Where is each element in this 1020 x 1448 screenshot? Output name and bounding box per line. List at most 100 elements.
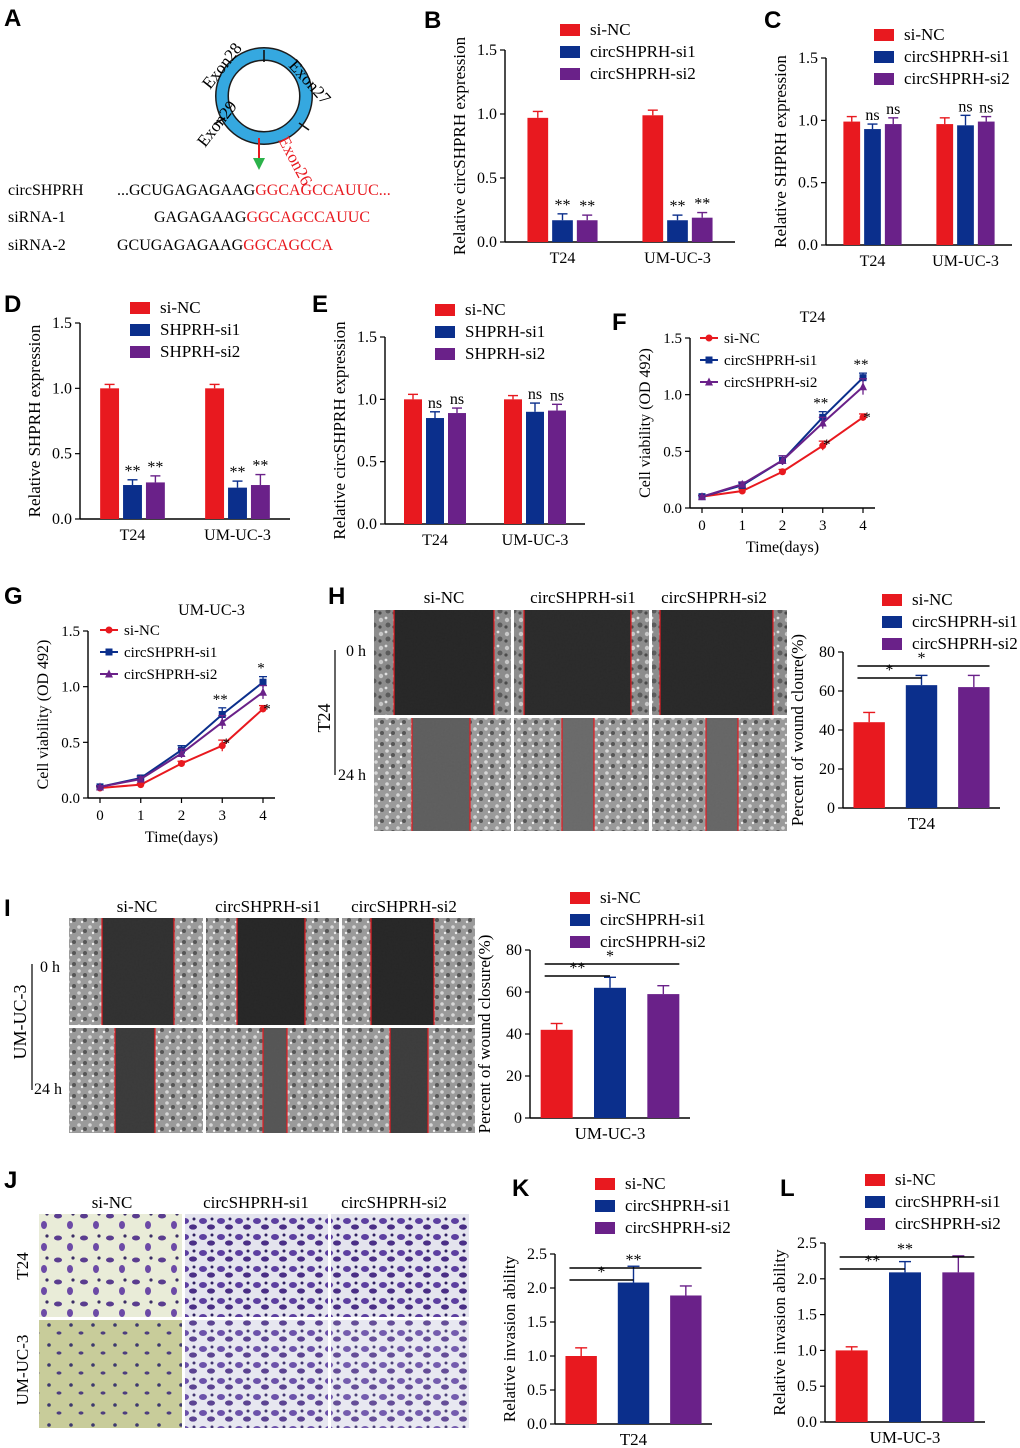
bar: [576, 220, 598, 242]
y-tick-label: 0.5: [477, 170, 497, 187]
bar: [843, 121, 861, 245]
bar: [957, 125, 974, 245]
chart-l: 0.0 0.5 1.0 1.5 2.0 2.5 Relative invasion abil…: [770, 1170, 1001, 1447]
y-tick-label: 0.0: [798, 237, 818, 254]
bar: [527, 117, 549, 242]
circshprh-seq: ...GCUGAGAGAAGGGCAGCCAUUC...: [117, 182, 391, 199]
bar: [565, 1356, 597, 1424]
bar: [100, 388, 120, 519]
chart-e: 0.0 0.5 1.0 1.5 Relative circSHPRH expressio…: [330, 300, 585, 549]
data-point: [259, 705, 267, 713]
y-tick-label: 80: [819, 644, 835, 661]
legend-label: circSHPRH-si1: [904, 47, 1010, 66]
legend-label: SHPRH-si1: [465, 322, 545, 341]
y-axis-title: Relative invasion ability: [500, 1255, 519, 1422]
legend-label: circSHPRH-si1: [724, 353, 817, 369]
j-col-label: circSHPRH-si1: [203, 1193, 309, 1212]
significance-label: **: [555, 197, 571, 214]
legend-label: si-NC: [904, 25, 945, 44]
y-tick-label: 1.0: [477, 106, 497, 123]
h-grain-overlay: [374, 610, 787, 831]
panel-label-e: E: [312, 291, 328, 318]
i-col-label: circSHPRH-si2: [351, 897, 457, 916]
significance-label: **: [252, 458, 268, 475]
j-micrograph-umuc3-si1: [185, 1320, 328, 1428]
panel-a: A Exon28 Exon27 Exon29 Exon26 circSHPRH …: [4, 5, 391, 254]
legend-label: circSHPRH-si1: [124, 645, 217, 661]
panel-label-c: C: [764, 7, 781, 34]
bar: [426, 418, 444, 524]
sirna2-seq: GCUGAGAGAAGGGCAGCCA: [117, 237, 333, 254]
data-point: [859, 382, 867, 391]
y-tick-label: 80: [506, 942, 522, 959]
significance-label: *: [885, 662, 893, 679]
j-row-label: T24: [13, 1252, 32, 1280]
i-col-label: circSHPRH-si1: [215, 897, 321, 916]
bar: [936, 124, 954, 245]
x-tick-label: T24: [550, 250, 576, 267]
x-axis-title: UM-UC-3: [575, 1124, 646, 1143]
legend-label: circSHPRH-si2: [895, 1214, 1001, 1233]
data-point: [96, 782, 104, 791]
bar: [526, 411, 544, 524]
x-tick-label: 4: [859, 518, 867, 534]
chart-k: 0.0 0.5 1.0 1.5 2.0 2.5 Relative invasion abil…: [500, 1174, 731, 1448]
significance-label: **: [579, 198, 595, 215]
series-line: [701, 376, 864, 498]
x-tick-label: T24: [422, 532, 448, 549]
bar: [594, 987, 626, 1118]
series-line: [701, 385, 864, 498]
legend-label: si-NC: [590, 20, 631, 39]
y-tick-label: 1.5: [477, 42, 497, 59]
sequence-block: circSHPRH ...GCUGAGAGAAGGGCAGCCAUUC... s…: [8, 182, 391, 254]
legend-swatch: [874, 29, 894, 41]
significance-label: ns: [865, 107, 879, 124]
bar: [642, 115, 664, 242]
legend-label: si-NC: [912, 590, 953, 609]
legend-swatch: [130, 324, 150, 336]
data-point: [779, 468, 786, 476]
data-point: [177, 748, 186, 757]
legend-swatch: [865, 1174, 885, 1186]
significance-label: **: [813, 396, 828, 412]
panel-label-b: B: [424, 7, 441, 34]
bar: [504, 399, 522, 524]
j-micrograph-umuc3-si2: [331, 1320, 469, 1428]
legend-swatch: [882, 616, 902, 628]
legend-label: circSHPRH-si2: [600, 932, 706, 951]
y-tick-label: 1.5: [798, 50, 818, 67]
y-axis-title: Relative circSHPRH expression: [450, 36, 469, 255]
legend-label: circSHPRH-si2: [590, 64, 696, 83]
bar: [647, 994, 680, 1118]
legend-swatch: [130, 346, 150, 358]
y-tick-label: 1.0: [61, 680, 80, 696]
y-tick-label: 2.5: [797, 1235, 817, 1252]
legend-label: circSHPRH-si2: [912, 634, 1018, 653]
j-micrograph-t24-si2: [331, 1214, 469, 1317]
i-row-label: 24 h: [34, 1081, 62, 1098]
y-tick-label: 0.0: [527, 1416, 547, 1433]
x-tick-label: T24: [860, 253, 886, 270]
legend-swatch: [560, 24, 580, 36]
data-point: [259, 678, 267, 686]
bar: [228, 487, 247, 519]
seq-red: GGCAGCCA: [243, 237, 333, 254]
x-tick-label: 1: [137, 808, 145, 824]
junction-arrow-head: [253, 158, 265, 170]
significance-label: ns: [550, 387, 564, 404]
series-line: [99, 681, 264, 788]
panel-label-f: F: [612, 309, 627, 336]
panel-label-k: K: [512, 1175, 530, 1202]
bar: [617, 1282, 650, 1424]
x-tick-label: 3: [819, 518, 827, 534]
significance-label: *: [823, 437, 831, 453]
y-tick-label: 2.5: [527, 1246, 547, 1263]
panel-label-h: H: [328, 583, 345, 610]
data-point: [137, 781, 145, 789]
data-point: [178, 759, 185, 767]
panel-j-images: si-NC circSHPRH-si1 circSHPRH-si2 T24 UM…: [13, 1193, 469, 1428]
legend-swatch: [874, 51, 894, 63]
y-tick-label: 0.0: [797, 1414, 817, 1431]
bar: [670, 1295, 702, 1424]
legend-swatch: [865, 1218, 885, 1230]
